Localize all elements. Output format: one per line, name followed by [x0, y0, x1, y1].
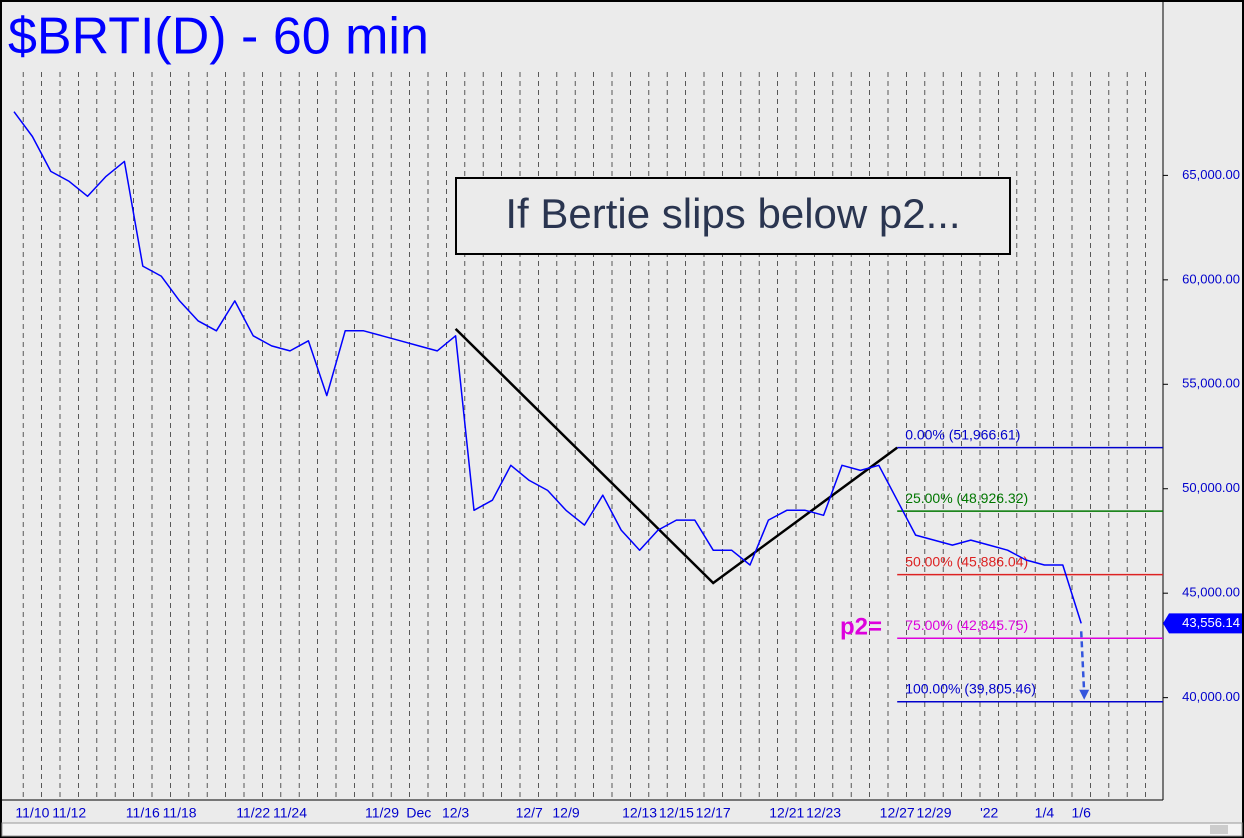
y-tick-label: 45,000.00 — [1182, 585, 1240, 600]
y-tick-label: 60,000.00 — [1182, 271, 1240, 286]
x-tick-label: Dec — [406, 805, 431, 821]
scrollbar-thumb[interactable] — [1210, 825, 1228, 834]
x-tick-label: 12/13 — [622, 805, 657, 821]
annotation-box — [455, 177, 1011, 255]
x-tick-label: 11/18 — [163, 805, 197, 821]
y-tick-label: 55,000.00 — [1182, 376, 1240, 391]
y-tick-label: 40,000.00 — [1182, 689, 1240, 704]
y-tick-label: 50,000.00 — [1182, 480, 1240, 495]
x-tick-label: 1/6 — [1071, 805, 1091, 821]
scrollbar[interactable] — [1, 822, 1243, 837]
x-tick-label: 11/29 — [365, 805, 399, 821]
fib-level-label: 0.00% (51,966.61) — [905, 426, 1020, 442]
x-tick-label: 12/17 — [696, 805, 731, 821]
target-label: p2= — [840, 614, 882, 641]
x-tick-label: 12/27 — [880, 805, 915, 821]
fib-level-label: 100.00% (39,805.46) — [905, 680, 1036, 696]
x-tick-label: 11/16 — [126, 805, 160, 821]
day-dividers — [22, 72, 1146, 800]
last-price-label: 43,556.14 — [1182, 615, 1240, 630]
x-tick-label: 11/22 — [236, 805, 270, 821]
projection-arrowhead — [1079, 689, 1090, 700]
x-tick-label: 1/4 — [1035, 805, 1055, 821]
x-tick-label: 11/10 — [15, 805, 49, 821]
x-tick-label: 12/15 — [659, 805, 694, 821]
fib-level-label: 50.00% (45,886.04) — [905, 553, 1028, 569]
fib-level-label: 25.00% (48,926.32) — [905, 490, 1028, 506]
projection-arrow — [1079, 631, 1086, 694]
x-tick-label: 12/29 — [916, 805, 951, 821]
chart-title: $BRTI(D) - 60 min — [8, 8, 429, 66]
x-tick-label: 12/9 — [552, 805, 579, 821]
x-tick-label: 12/7 — [516, 805, 543, 821]
abc-pattern — [454, 327, 898, 585]
x-tick-label: '22 — [980, 805, 998, 821]
x-tick-label: 11/24 — [273, 805, 307, 821]
last-price-box — [1163, 613, 1242, 634]
x-tick-label: 12/3 — [442, 805, 469, 821]
price-line — [13, 111, 1082, 624]
x-tick-label: 12/21 — [769, 805, 804, 821]
y-tick-label: 65,000.00 — [1182, 167, 1240, 182]
annotation: If Bertie slips below p2... — [505, 190, 960, 237]
x-tick-label: 12/23 — [806, 805, 841, 821]
fib-level-label: 75.00% (42,845.75) — [905, 617, 1028, 633]
x-tick-label: 11/12 — [52, 805, 86, 821]
